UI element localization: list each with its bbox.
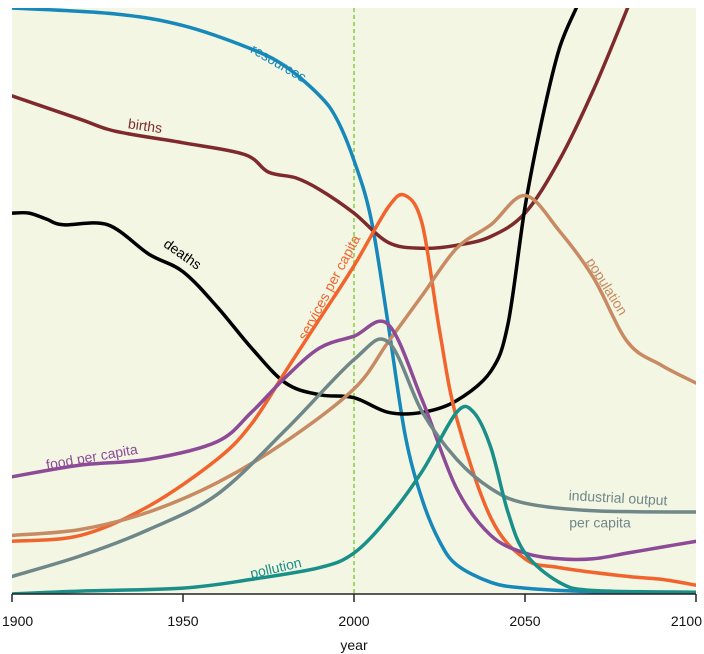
x-axis-title: year	[340, 637, 368, 653]
x-tick-label-1950: 1950	[167, 613, 198, 629]
series-line-population	[12, 193, 696, 538]
plot-area	[12, 8, 696, 594]
x-axis-ticks: 1900 1950 2000 2050 2100	[2, 594, 702, 629]
series-line-services-per-capita	[12, 192, 696, 587]
series-line-deaths	[12, 8, 579, 416]
series-lines	[12, 8, 696, 594]
series-label-industrial-output: industrial output	[568, 487, 668, 508]
series-line-pollution	[12, 404, 696, 594]
x-tick-label-2050: 2050	[509, 613, 540, 629]
series-label-per-capita: per capita	[569, 515, 631, 531]
series-line-food-per-capita	[12, 319, 696, 562]
series-line-industrial-output-per-capita	[12, 337, 696, 579]
series-line-births	[12, 8, 630, 251]
series-label-births: births	[127, 115, 163, 136]
x-tick-label-1900: 1900	[2, 613, 33, 629]
x-tick-label-2000: 2000	[338, 613, 369, 629]
series-line-resources	[12, 8, 696, 594]
x-tick-label-2100: 2100	[671, 613, 702, 629]
